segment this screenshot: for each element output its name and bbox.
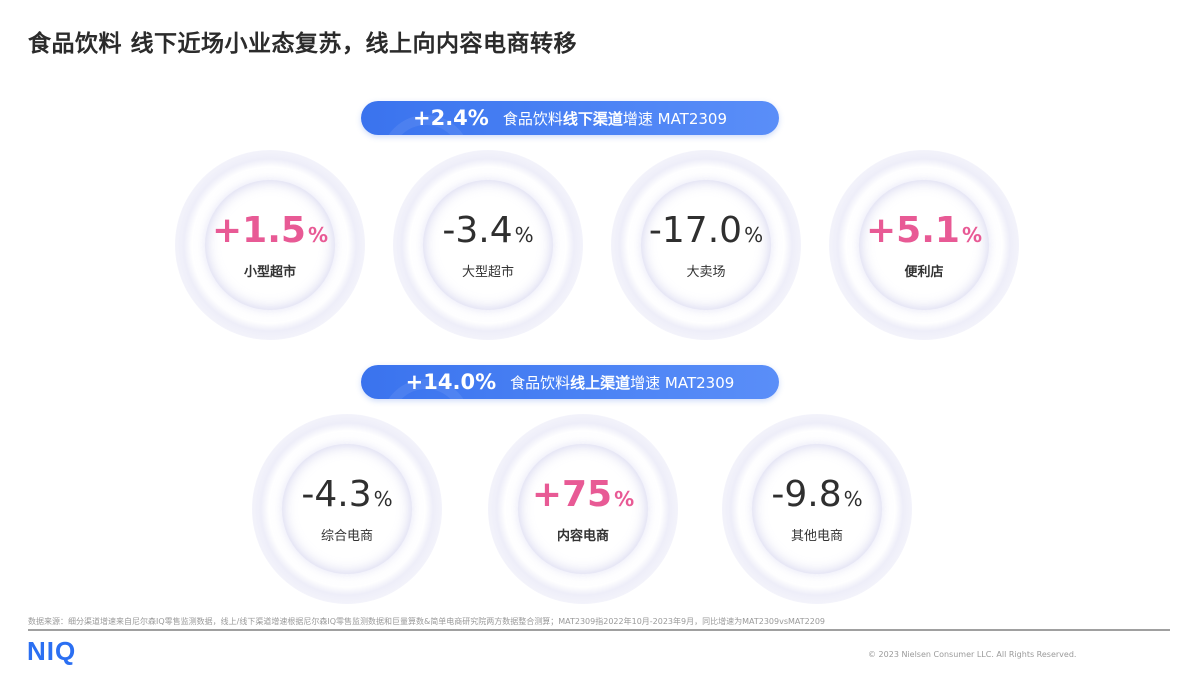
value-unit: % [843,486,863,511]
value-number: -17.0 [648,209,743,251]
channel-card-content-ecommerce: +75% 内容电商 [488,414,678,604]
channel-value: +5.1% [866,209,982,255]
value-unit: % [614,486,635,511]
value-number: +75 [531,473,613,515]
channel-label: 大型超市 [461,264,514,280]
online-growth-desc: 食品饮料线上渠道增速 MAT2309 [510,372,734,393]
channel-value: +75% [531,473,635,519]
desc-suffix: 增速 MAT2309 [622,109,728,128]
data-source-note: 数据来源：细分渠道增速来自尼尔森IQ零售监测数据，线上/线下渠道增速根据尼尔森I… [28,616,1170,631]
channel-value: -4.3% [301,473,393,519]
channel-circle: -9.8% 其他电商 [752,444,882,574]
value-number: -3.4 [442,209,513,251]
channel-value: +1.5% [212,209,328,255]
channel-circle: +5.1% 便利店 [859,180,989,310]
desc-prefix: 食品饮料 [502,109,563,128]
channel-label: 内容电商 [556,528,609,544]
channel-label: 小型超市 [243,264,296,280]
channel-label: 其他电商 [790,528,843,544]
channel-label: 便利店 [904,264,944,280]
value-unit: % [514,222,534,247]
value-unit: % [961,222,982,247]
value-unit: % [307,222,328,247]
online-growth-banner: +14.0% 食品饮料线上渠道增速 MAT2309 [361,365,779,399]
desc-bold: 线下渠道 [562,109,623,128]
value-number: +5.1 [866,209,960,251]
channel-card-other-ecommerce: -9.8% 其他电商 [722,414,912,604]
channel-card-small-supermarket: +1.5% 小型超市 [175,150,365,340]
channel-card-large-supermarket: -3.4% 大型超市 [393,150,583,340]
value-number: +1.5 [212,209,306,251]
value-unit: % [373,486,393,511]
desc-suffix: 增速 MAT2309 [630,373,735,392]
channel-label: 综合电商 [320,528,373,544]
offline-growth-value: +2.4% [412,106,489,130]
offline-growth-desc: 食品饮料线下渠道增速 MAT2309 [503,108,727,129]
offline-growth-banner: +2.4% 食品饮料线下渠道增速 MAT2309 [361,101,779,135]
channel-value: -17.0% [648,209,764,255]
channel-label: 大卖场 [686,264,726,280]
online-growth-value: +14.0% [405,370,497,394]
value-number: -9.8 [771,473,842,515]
channel-value: -3.4% [442,209,534,255]
desc-bold: 线上渠道 [570,373,631,392]
copyright: © 2023 Nielsen Consumer LLC. All Rights … [868,650,1077,659]
channel-card-general-ecommerce: -4.3% 综合电商 [252,414,442,604]
channel-circle: -17.0% 大卖场 [641,180,771,310]
channel-circle: +1.5% 小型超市 [205,180,335,310]
channel-circle: +75% 内容电商 [518,444,648,574]
channel-card-convenience-store: +5.1% 便利店 [829,150,1019,340]
channel-circle: -4.3% 综合电商 [282,444,412,574]
value-unit: % [744,222,764,247]
value-number: -4.3 [301,473,372,515]
channel-card-hypermarket: -17.0% 大卖场 [611,150,801,340]
desc-prefix: 食品饮料 [510,373,571,392]
niq-logo: NIQ [27,636,77,666]
channel-value: -9.8% [771,473,863,519]
page-title: 食品饮料 线下近场小业态复苏，线上向内容电商转移 [28,31,578,57]
channel-circle: -3.4% 大型超市 [423,180,553,310]
